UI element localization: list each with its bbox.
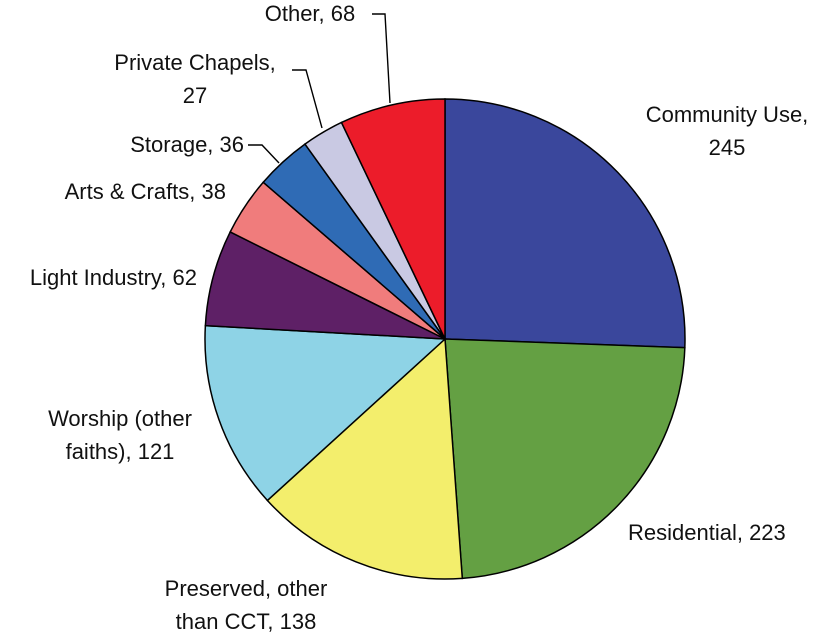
label-residential: Residential, 223 (628, 520, 786, 545)
label-line: Residential, 223 (628, 520, 786, 545)
label-worship-other-faiths: Worship (other faiths), 121 (48, 406, 192, 464)
label-line: Private Chapels, (114, 50, 275, 75)
label-line: 27 (183, 83, 207, 108)
label-other: Other, 68 (265, 1, 356, 26)
label-line: Arts & Crafts, 38 (65, 179, 226, 204)
leader-private-chapels (292, 69, 323, 129)
label-community-use: Community Use, 245 (646, 102, 809, 160)
label-line: Preserved, other (165, 576, 328, 601)
label-line: Other, 68 (265, 1, 356, 26)
label-private-chapels: Private Chapels, 27 (114, 50, 275, 108)
label-line: Worship (other (48, 406, 192, 431)
slice-worship-other-faiths (204, 324, 447, 502)
slice-labels: Community Use, 245 Residential, 223 Preserv… (30, 1, 808, 634)
label-line: than CCT, 138 (176, 609, 317, 634)
label-light-industry: Light Industry, 62 (30, 265, 197, 290)
label-line: 245 (709, 135, 746, 160)
label-line: faiths), 121 (66, 439, 175, 464)
pie-slices (204, 98, 686, 580)
label-line: Community Use, (646, 102, 809, 127)
slice-community-use (444, 98, 686, 349)
label-preserved-other-than-cct: Preserved, other than CCT, 138 (165, 576, 328, 634)
slice-preserved-other-than-cct (266, 337, 464, 580)
leader-lines (248, 13, 391, 164)
leader-other (372, 13, 391, 104)
label-arts-crafts: Arts & Crafts, 38 (65, 179, 226, 204)
label-storage: Storage, 36 (130, 132, 244, 157)
label-line: Light Industry, 62 (30, 265, 197, 290)
leader-storage (248, 144, 280, 164)
slice-residential (444, 338, 686, 580)
slice-other (340, 98, 446, 340)
label-line: Storage, 36 (130, 132, 244, 157)
